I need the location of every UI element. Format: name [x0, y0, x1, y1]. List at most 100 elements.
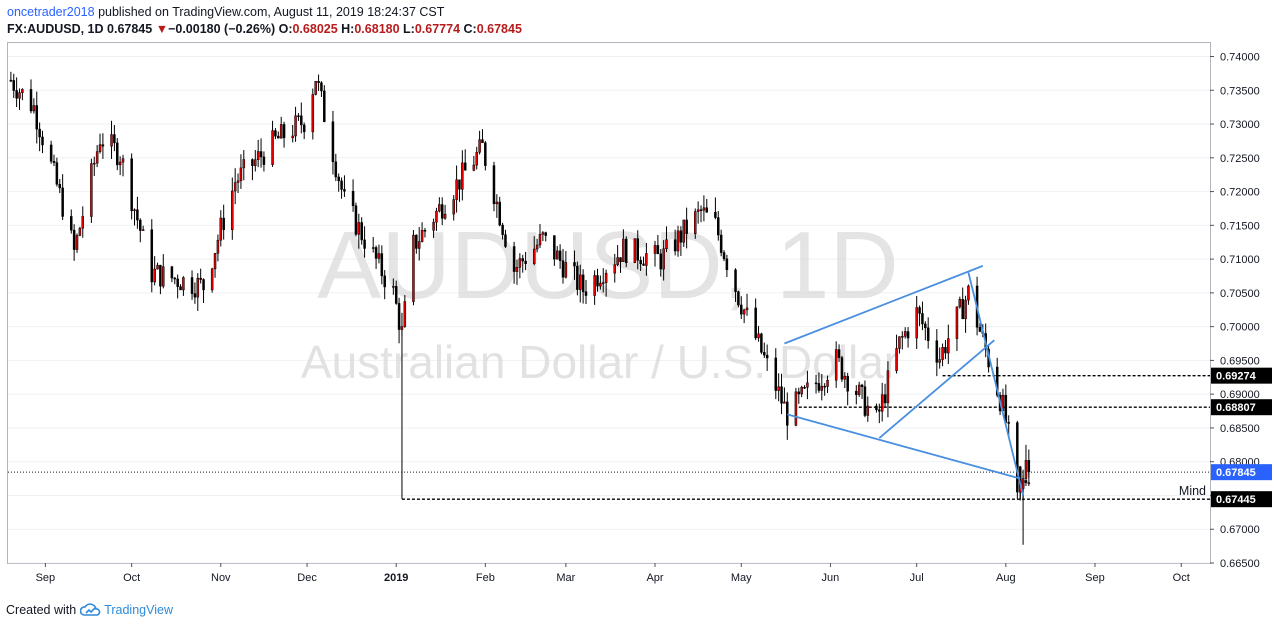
candle-body — [130, 158, 133, 211]
candle — [593, 270, 596, 305]
candle-body — [49, 144, 53, 162]
price-tag-bg — [1211, 367, 1272, 384]
candle-body — [645, 253, 648, 266]
x-tick-label: Aug — [996, 572, 1016, 584]
candle — [35, 91, 39, 144]
candle-body — [133, 209, 136, 211]
candle — [334, 153, 338, 182]
candle-body — [95, 151, 99, 164]
candle — [455, 165, 458, 213]
candle-body — [196, 277, 200, 298]
candle — [193, 282, 197, 304]
candle-body — [955, 306, 959, 339]
candle — [823, 383, 826, 396]
candle — [331, 110, 335, 175]
candle — [159, 264, 162, 295]
candle — [251, 158, 254, 181]
candle — [420, 222, 424, 243]
candle — [676, 225, 680, 257]
candle-body — [354, 205, 358, 235]
candle-body — [176, 278, 179, 287]
candle — [311, 88, 315, 140]
candle — [783, 387, 786, 404]
candle — [374, 245, 378, 269]
candle-body — [878, 409, 881, 412]
candle-body — [740, 304, 743, 315]
candle — [622, 229, 625, 263]
candle — [601, 268, 605, 293]
candle-body — [262, 156, 266, 165]
candle — [576, 261, 579, 296]
candle-body — [601, 282, 605, 284]
candle — [524, 251, 527, 271]
candle-body — [21, 89, 24, 93]
candle-body — [484, 142, 487, 166]
candle-body — [682, 219, 686, 243]
y-tick-label: 0.73000 — [1220, 119, 1260, 131]
candle — [481, 129, 484, 144]
candle — [475, 146, 478, 170]
candle-body — [863, 386, 867, 416]
candle-body — [584, 291, 588, 296]
candle-body — [481, 139, 484, 144]
author-link[interactable]: oncetrader2018 — [7, 5, 95, 19]
candle — [179, 284, 182, 291]
candle — [360, 217, 363, 245]
price-tag-label: 0.68807 — [1216, 402, 1256, 414]
candle — [478, 130, 481, 155]
candle — [58, 178, 62, 194]
candle-body — [360, 222, 363, 241]
candle-body — [875, 405, 878, 411]
candle — [458, 179, 461, 202]
candle — [941, 343, 944, 367]
candle-body — [1004, 394, 1008, 423]
candle-body — [573, 262, 576, 267]
candle-body — [742, 309, 746, 315]
trendline — [967, 272, 1024, 496]
candle — [182, 276, 185, 296]
high-label: H: — [341, 22, 355, 36]
candle-body — [271, 130, 274, 165]
time-axis[interactable]: Sep Oct Nov Dec 2019 Feb Mar Apr May Jun Jul Aug Sep… — [36, 563, 1190, 584]
candle — [515, 259, 519, 285]
candle — [625, 236, 628, 268]
level-note: Mind — [1179, 484, 1206, 498]
candle-body — [98, 144, 102, 152]
candle — [199, 268, 202, 284]
candle — [883, 383, 887, 408]
candle-body — [944, 347, 947, 354]
candle — [219, 210, 223, 247]
candle — [886, 361, 890, 418]
candle — [282, 121, 286, 148]
candle — [875, 403, 878, 413]
price-change: −0.00180 (−0.26%) — [168, 22, 276, 36]
candle — [397, 297, 401, 344]
candles — [9, 71, 1031, 545]
candle — [581, 269, 585, 304]
candle-body — [492, 165, 496, 205]
candle-body — [947, 338, 950, 354]
candle-body — [219, 217, 223, 241]
candle — [947, 324, 950, 364]
candle — [363, 226, 366, 258]
candle-body — [239, 167, 243, 182]
close-label: C: — [463, 22, 477, 36]
candle — [596, 268, 599, 292]
candle-body — [363, 239, 366, 249]
candle-body — [420, 230, 424, 242]
candle-body — [625, 238, 628, 264]
candle-body — [797, 391, 801, 395]
created-with-text: Created with — [6, 603, 77, 617]
candle — [814, 374, 818, 394]
candle-body — [274, 130, 277, 137]
x-tick-label: Sep — [36, 572, 56, 584]
candle — [696, 201, 700, 224]
candle-body — [524, 260, 527, 264]
candle-body — [1016, 422, 1019, 468]
candle — [906, 327, 910, 348]
trendline — [878, 339, 995, 439]
candle — [271, 120, 274, 167]
price-tag: 0.67445 — [1211, 491, 1272, 508]
tradingview-logo[interactable]: TradingView — [80, 602, 173, 618]
